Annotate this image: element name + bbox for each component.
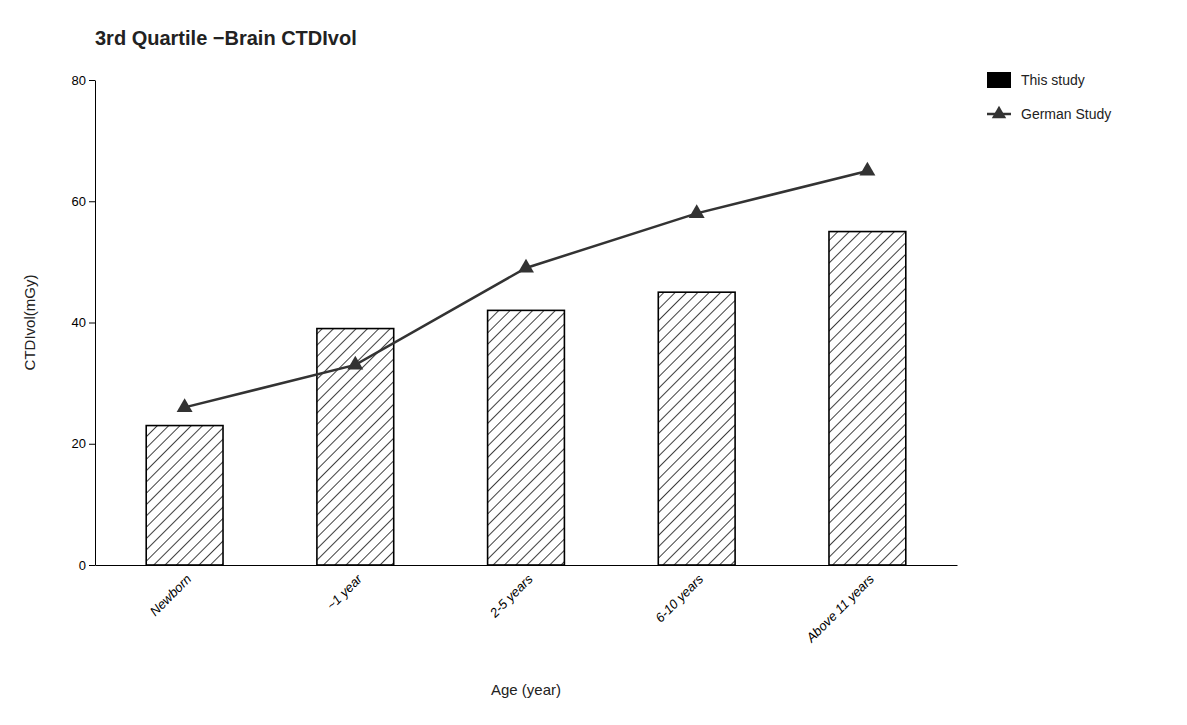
x-axis-line [96,565,958,566]
bar [829,232,906,565]
bar [146,426,223,565]
legend: This study German Study [987,72,1111,122]
plot: Newborn ~1 year 2-5 years 6-10 years Above 1… [21,27,1111,698]
marker-series [177,162,876,412]
x-tick-label: 2-5 years [486,571,536,621]
x-tick-label: 6-10 years [652,571,706,625]
x-tick-label: ~1 year [323,571,365,613]
y-tick-mark [89,323,95,324]
x-tick: Newborn [147,571,194,618]
chart-svg: Newborn ~1 year 2-5 years 6-10 years Above 1… [0,0,1187,725]
y-tick-mark [89,444,95,445]
legend-swatch [987,72,1011,88]
marker [518,259,534,273]
y-tick-mark [89,201,95,202]
y-axis-line [95,81,96,566]
y-tick: 40 [72,315,95,330]
bar [317,329,394,565]
marker [177,398,193,412]
chart-container: Newborn ~1 year 2-5 years 6-10 years Above 1… [0,0,1187,725]
marker [347,356,363,370]
y-tick-label: 60 [72,194,86,209]
marker [689,204,705,218]
marks [146,162,906,565]
y-tick-mark [89,565,95,566]
y-tick: 0 [79,558,95,573]
x-tick: Above 11 years [802,571,877,646]
marker [859,162,875,176]
x-tick-label: Newborn [147,571,194,618]
y-axis-title: CTDIvol(mGy) [21,275,38,371]
x-tick: 6-10 years [652,571,706,625]
line [185,171,868,407]
bar-series [146,232,906,565]
x-tick-label: Above 11 years [802,571,877,646]
legend-item: German Study [987,106,1111,122]
y-tick: 80 [72,73,95,88]
legend-label: German Study [1021,106,1111,122]
legend-item: This study [987,72,1085,88]
y-tick: 20 [72,436,95,451]
y-tick-label: 80 [72,73,86,88]
y-tick: 60 [72,194,95,209]
x-tick: ~1 year [323,571,365,613]
y-tick-mark [89,80,95,81]
x-tick: 2-5 years [486,571,536,621]
x-axis-title: Age (year) [491,681,561,698]
y-axis: 0 20 40 60 80 [72,73,96,573]
bar [488,310,565,565]
y-tick-label: 0 [79,558,86,573]
title: 3rd Quartile −Brain CTDIvol [95,27,357,49]
y-tick-label: 40 [72,315,86,330]
legend-marker [992,106,1006,118]
bar [658,292,735,565]
x-axis: Newborn ~1 year 2-5 years 6-10 years Above 1… [96,566,958,646]
legend-label: This study [1021,72,1085,88]
y-tick-label: 20 [72,436,86,451]
